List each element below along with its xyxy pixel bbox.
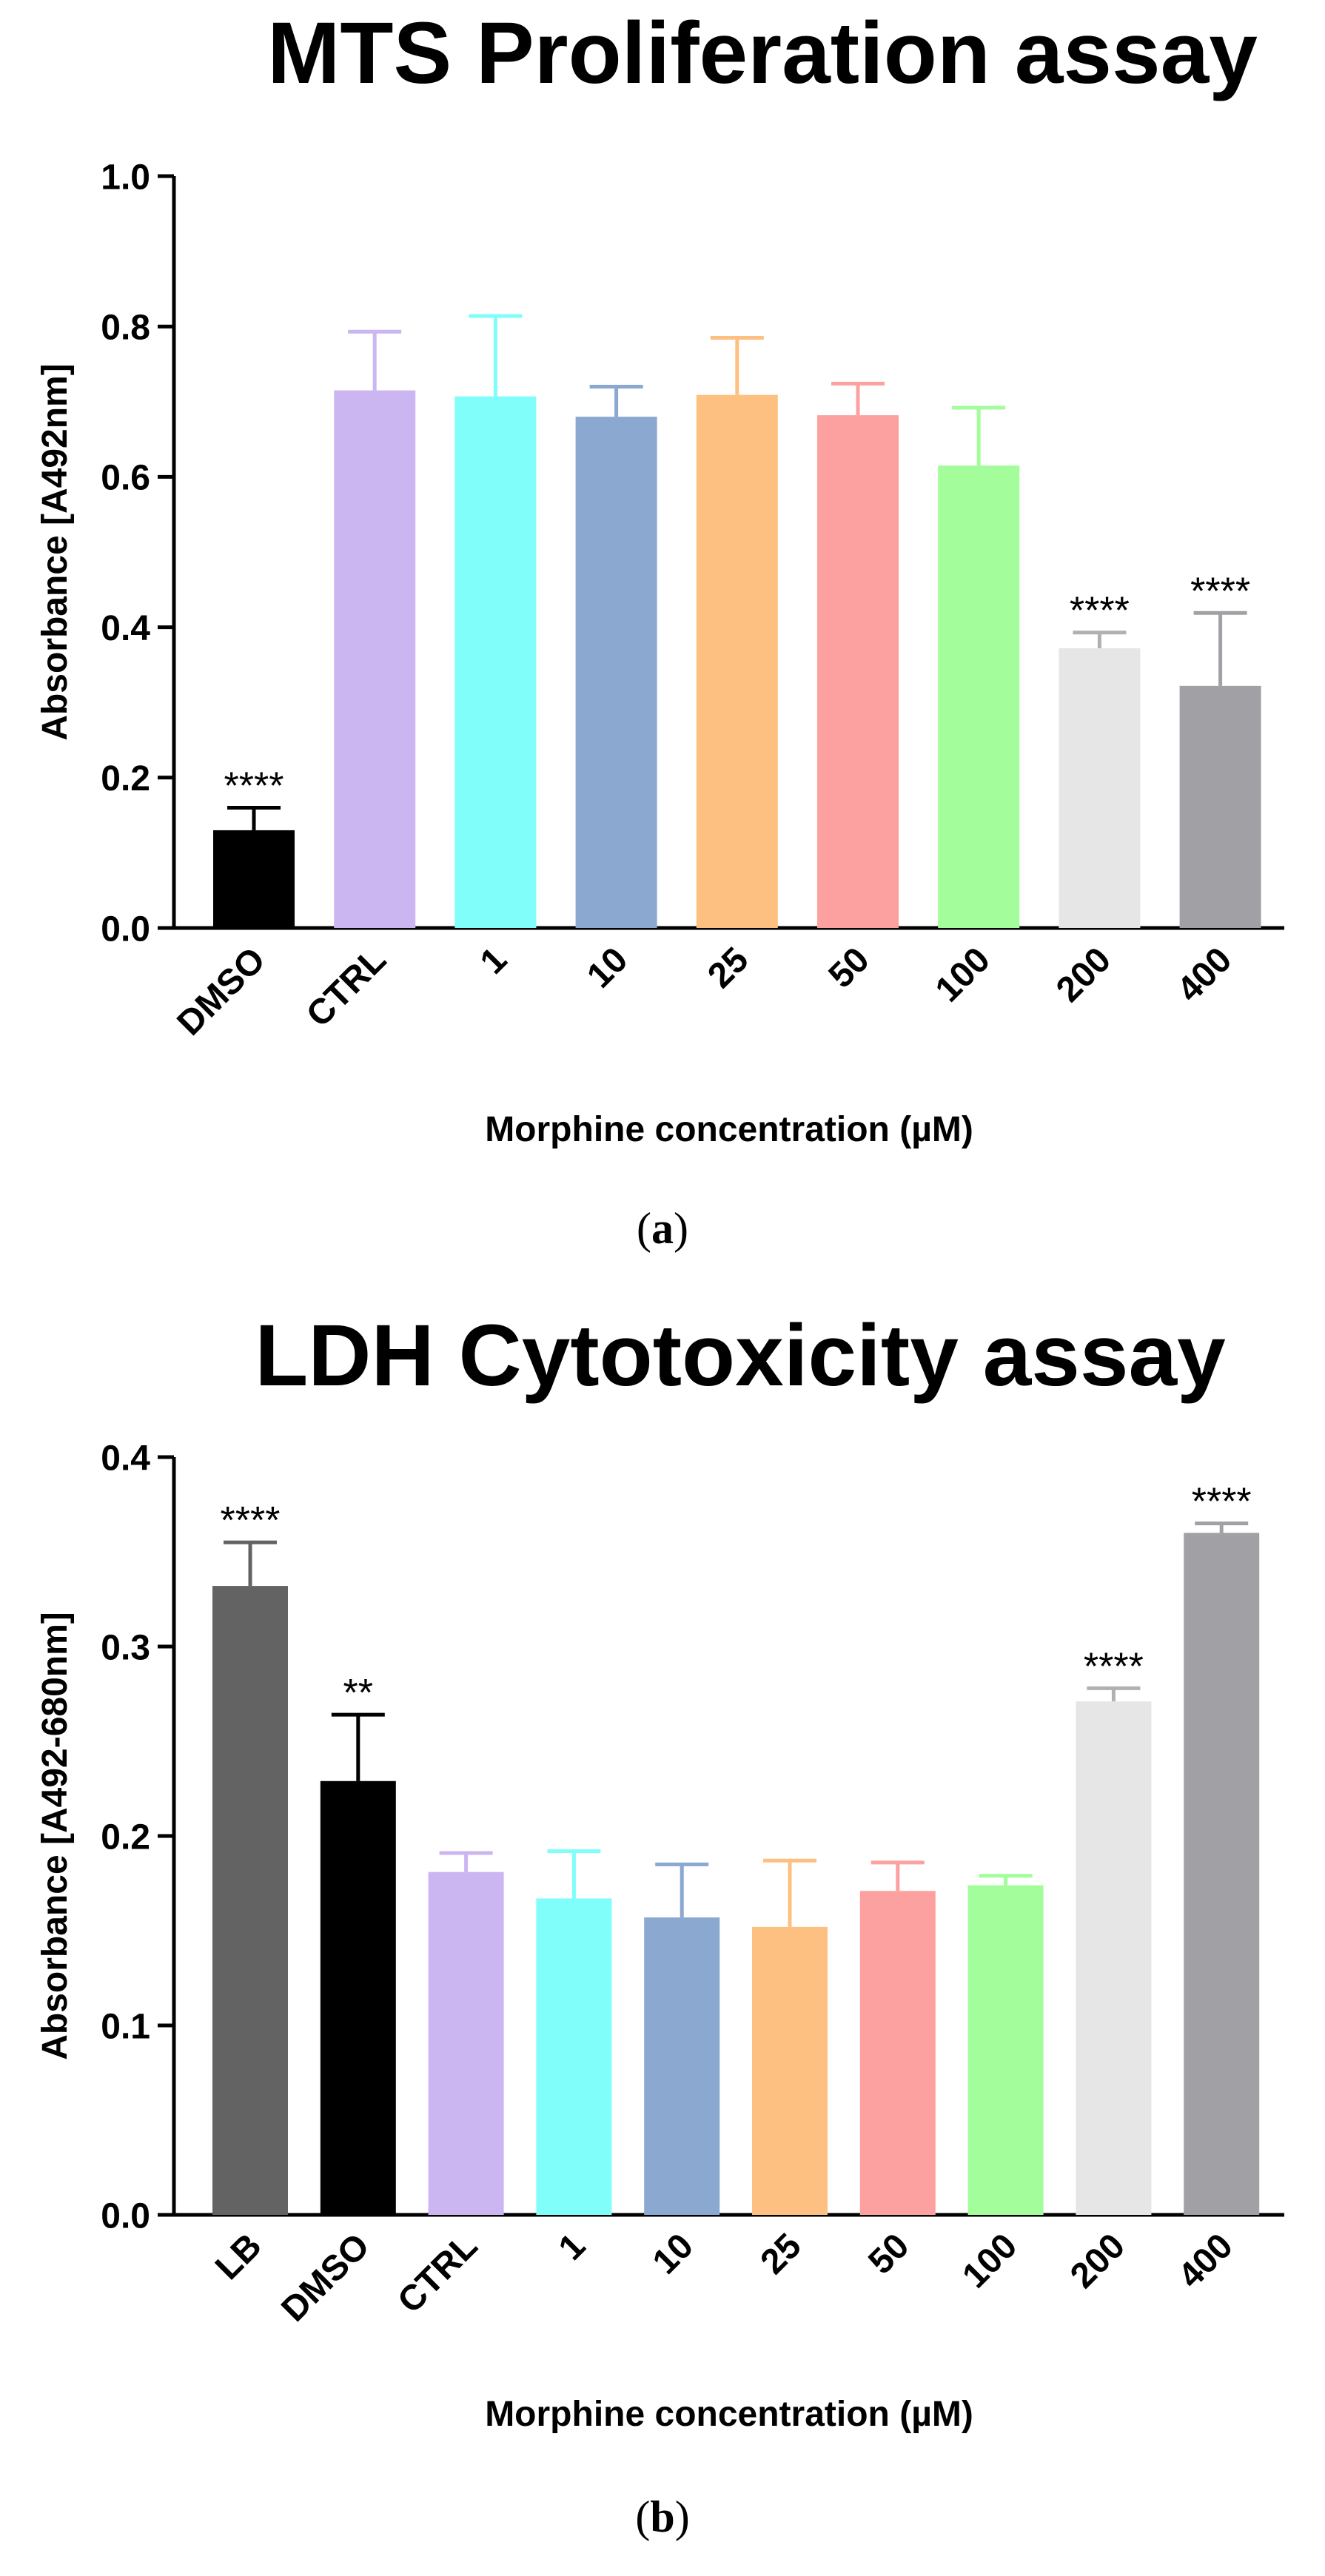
significance-label: ****	[224, 764, 284, 807]
x-category-label: LB	[208, 2226, 269, 2287]
x-category-label: 400	[1171, 2226, 1241, 2296]
bar	[320, 1780, 396, 2215]
y-tick-label: 0.2	[101, 1817, 150, 1857]
bar	[752, 1926, 828, 2215]
x-category-label: 50	[861, 2226, 916, 2281]
x-category-label: 1	[551, 2226, 593, 2267]
significance-label: ****	[1190, 570, 1250, 613]
significance-label: ****	[1084, 1645, 1144, 1688]
mts-chart: MTS Proliferation assay 0.0 0.2 0.4 0.6 0.8 1.…	[36, 4, 1284, 1253]
bar	[536, 1898, 612, 2215]
bar	[967, 1885, 1044, 2215]
x-category-label: 1	[473, 940, 514, 981]
bar	[644, 1917, 720, 2215]
y-tick-label: 0.0	[101, 909, 150, 949]
bar	[575, 417, 657, 928]
y-axis-label: Absorbance [A492nm]	[36, 363, 75, 740]
caption-close: )	[675, 2492, 690, 2541]
x-category-label: 200	[1063, 2226, 1133, 2296]
x-category-label: 25	[754, 2226, 809, 2281]
x-axis-label: Morphine concentration (µM)	[485, 1110, 973, 1149]
chart-title: MTS Proliferation assay	[267, 4, 1258, 102]
x-category-label: 200	[1049, 940, 1118, 1009]
panel-caption: (a)	[637, 1204, 688, 1253]
bar	[1059, 648, 1141, 928]
x-category-label: 100	[928, 940, 998, 1009]
x-category-label: 50	[822, 940, 877, 995]
y-tick-label: 0.4	[101, 609, 150, 648]
x-category-label: DMSO	[170, 940, 272, 1043]
y-tick-label: 0.3	[101, 1628, 150, 1667]
significance-label: **	[343, 1672, 373, 1715]
chart-title: LDH Cytotoxicity assay	[255, 1307, 1226, 1405]
bar	[428, 1872, 504, 2215]
x-category-label: 10	[580, 940, 635, 995]
bar	[213, 830, 295, 928]
y-tick-label: 0.2	[101, 759, 150, 798]
ldh-chart: LDH Cytotoxicity assay0.00.10.20.30.4***…	[36, 1307, 1284, 2541]
x-category-label: CTRL	[299, 940, 394, 1035]
y-tick-label: 0.4	[101, 1439, 150, 1478]
bar	[1179, 685, 1261, 928]
bar	[817, 415, 899, 928]
significance-label: ****	[1070, 590, 1130, 633]
significance-label: ****	[221, 1499, 281, 1542]
bar	[1184, 1533, 1260, 2215]
panel-caption: (b)	[635, 2492, 689, 2541]
x-category-label: 25	[700, 940, 756, 995]
bar	[938, 465, 1020, 928]
y-tick-label: 0.6	[101, 459, 150, 498]
bar	[1076, 1701, 1152, 2215]
bar	[212, 1586, 288, 2215]
caption-open: (	[635, 2492, 650, 2541]
y-tick-label: 0.8	[101, 308, 150, 347]
x-category-label: 400	[1170, 940, 1239, 1009]
x-category-label: 10	[645, 2226, 701, 2281]
y-axis-label: Absorbance [A492-680nm]	[36, 1612, 75, 2060]
bar	[859, 1891, 936, 2215]
x-category-label: CTRL	[390, 2226, 485, 2321]
x-category-label: 100	[955, 2226, 1024, 2296]
caption-letter: b	[650, 2492, 674, 2541]
y-tick-label: 0.0	[101, 2196, 150, 2236]
caption-open: (	[637, 1204, 651, 1253]
y-tick-label: 1.0	[101, 158, 150, 197]
caption-letter: a	[651, 1204, 674, 1253]
x-category-label: DMSO	[274, 2226, 377, 2329]
y-tick-label: 0.1	[101, 2007, 150, 2046]
caption-close: )	[674, 1204, 688, 1253]
bar	[696, 394, 778, 928]
bar	[334, 390, 416, 928]
x-axis-label: Morphine concentration (µM)	[485, 2395, 973, 2434]
bar	[454, 396, 537, 928]
significance-label: ****	[1192, 1481, 1252, 1524]
